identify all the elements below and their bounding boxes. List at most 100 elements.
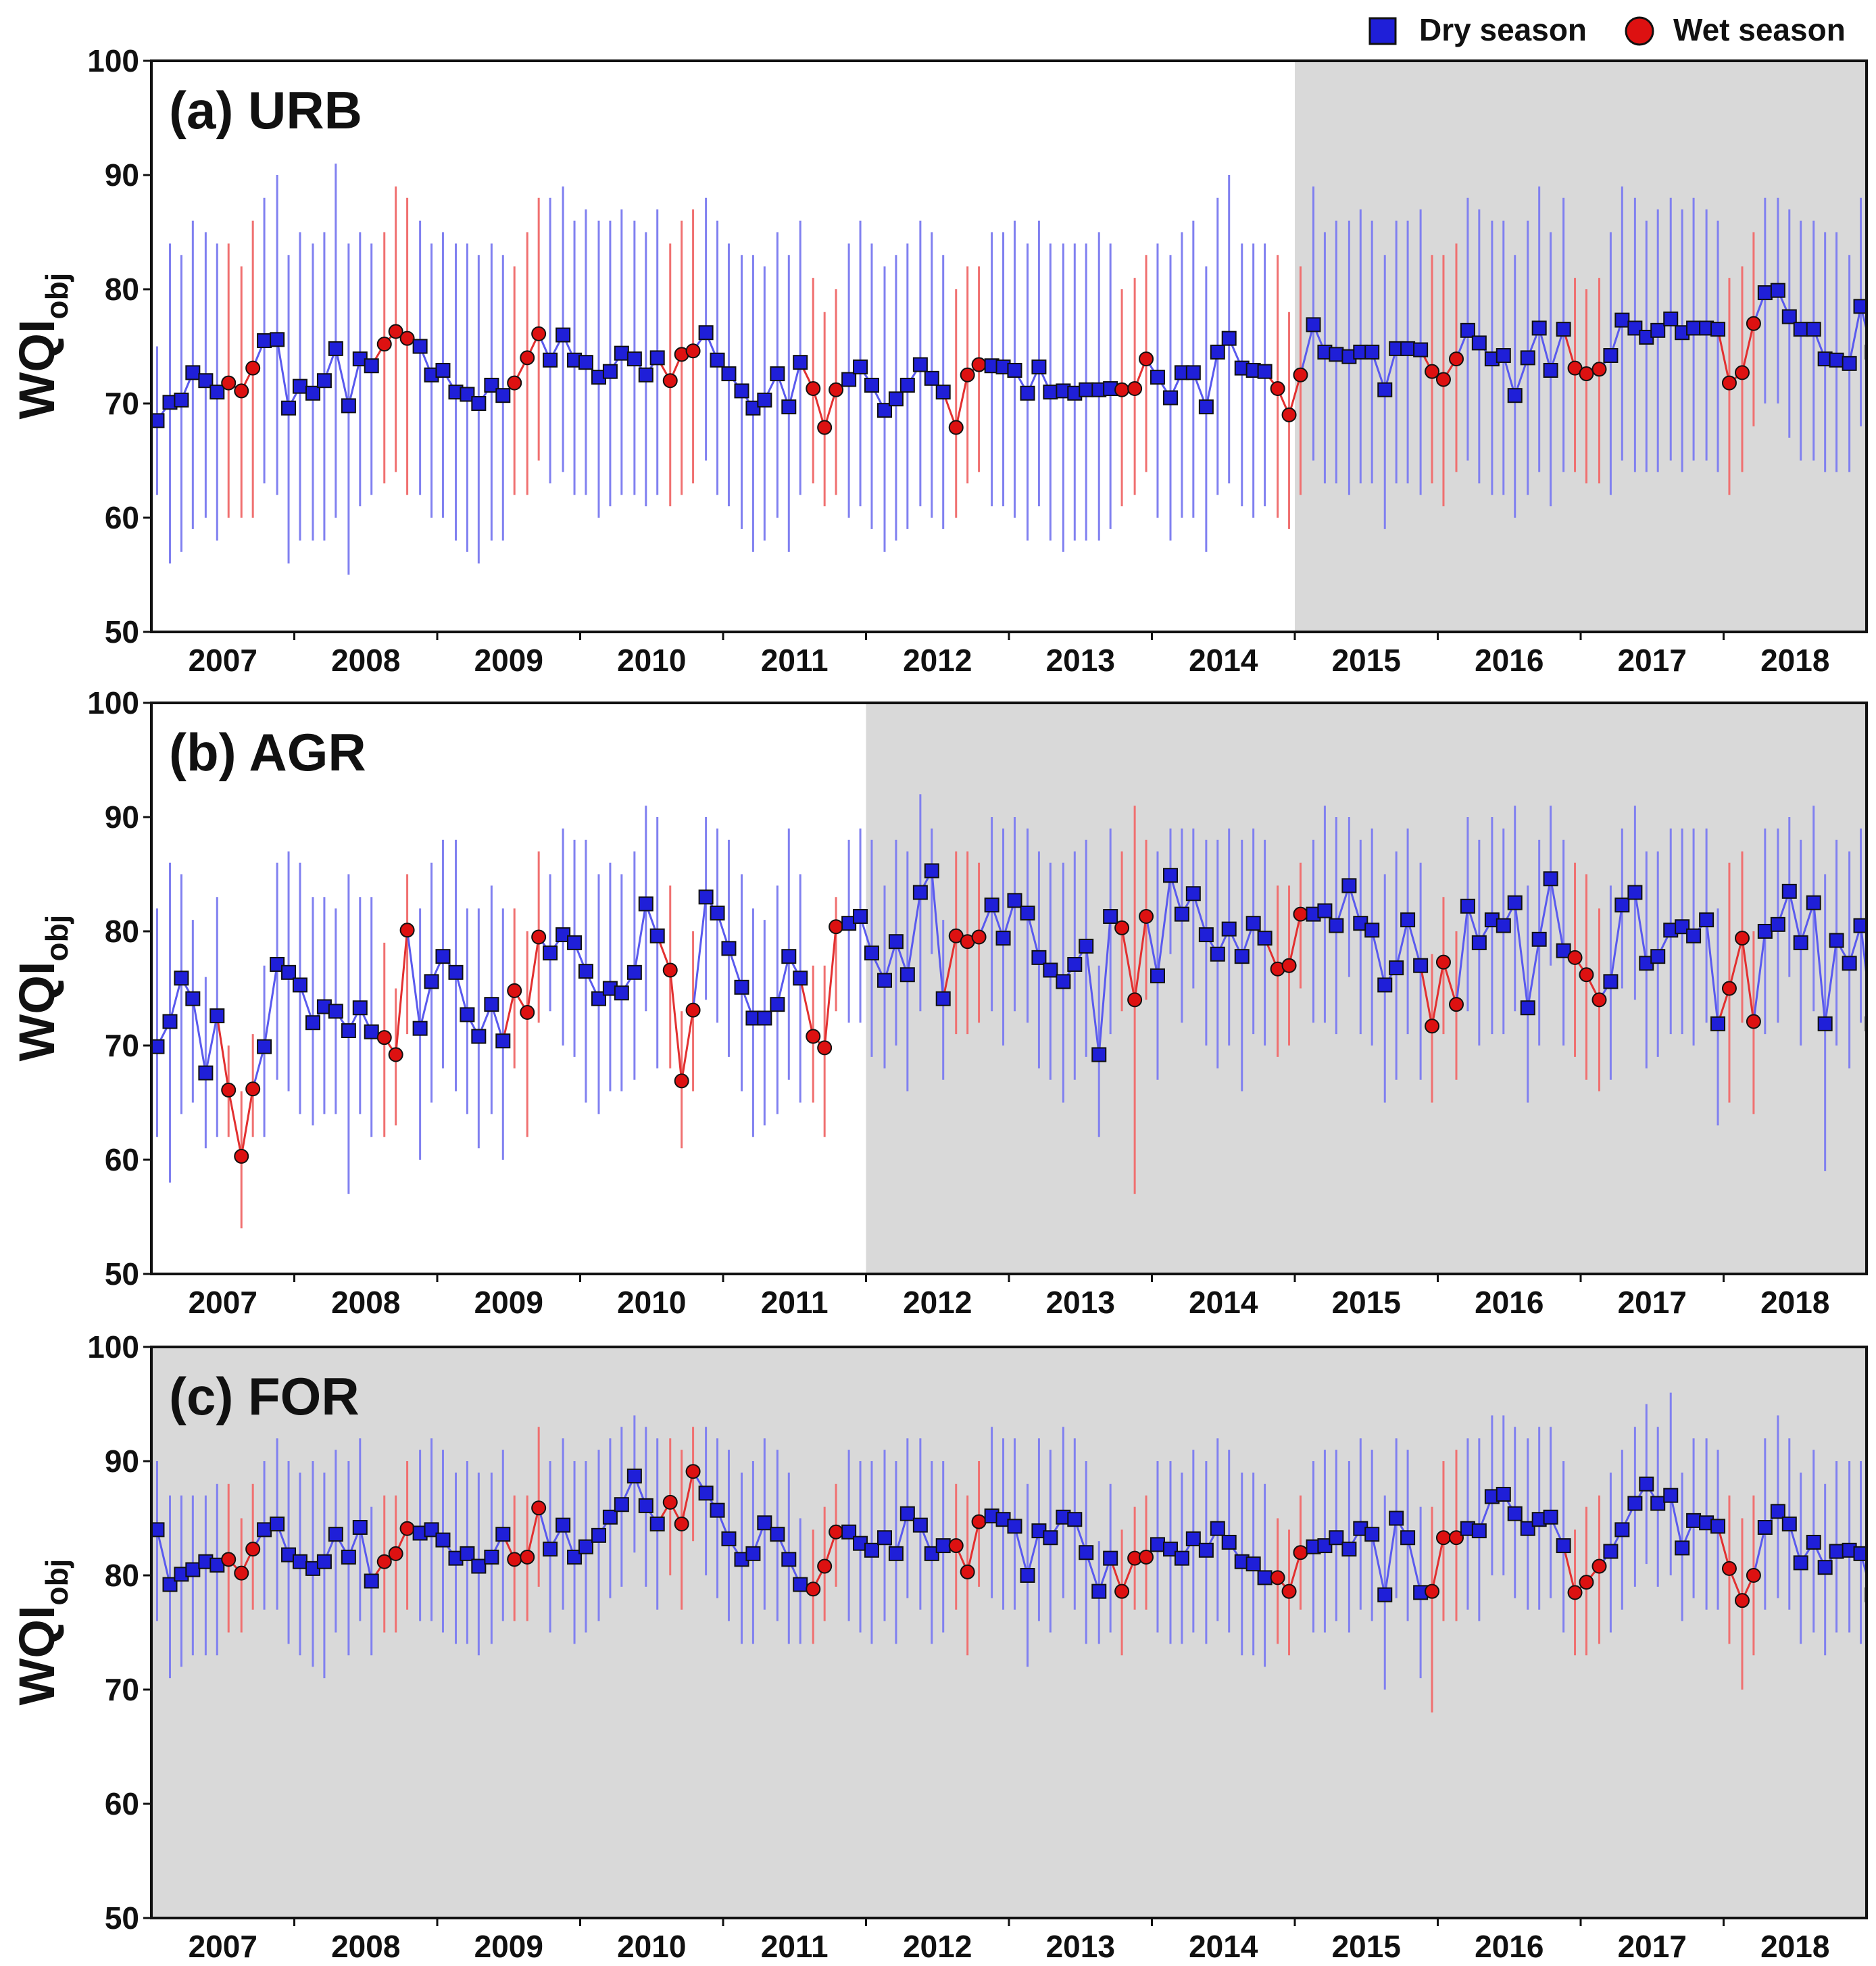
dry-season-point — [984, 898, 999, 913]
dry-season-point — [1460, 322, 1475, 338]
series-line-segment — [681, 1010, 695, 1081]
dry-season-point — [710, 905, 725, 920]
dry-season-point — [710, 352, 725, 368]
series-line-segment — [823, 927, 837, 1048]
dry-season-point — [877, 1530, 892, 1546]
dry-season-point — [1531, 931, 1547, 947]
wet-season-point — [1270, 381, 1285, 397]
wet-season-point — [531, 1500, 547, 1516]
wet-season-point — [1114, 382, 1130, 397]
dry-season-point — [471, 1558, 487, 1574]
dry-season-point — [364, 1024, 379, 1039]
x-tick-label: 2013 — [1046, 643, 1115, 678]
dry-season-point — [1627, 1496, 1643, 1511]
panel-agr-axes: 50 60 70 80 90 100 2007 2008 2009 2010 2011 2012 201… — [87, 685, 1829, 1320]
dry-season-point — [305, 385, 320, 401]
wet-season-point — [1425, 1583, 1440, 1599]
dry-season-point — [495, 1527, 511, 1542]
dry-season-point — [435, 949, 451, 964]
series-line-segment — [1383, 1518, 1398, 1595]
wet-season-point — [1114, 1583, 1130, 1599]
dry-season-point — [1020, 905, 1035, 920]
panel-urb-axes: 50 60 70 80 90 100 2007 2008 2009 2010 2011 2012 201… — [87, 43, 1829, 678]
dry-season-point — [1150, 370, 1165, 385]
wet-season-point — [829, 382, 844, 397]
series-line-segment — [1205, 351, 1219, 408]
legend-dry-marker — [1368, 17, 1397, 45]
x-tick-label: 2018 — [1760, 1929, 1829, 1964]
dry-season-point — [567, 935, 583, 950]
wet-season-point — [674, 1073, 689, 1089]
dry-season-point — [1079, 1545, 1094, 1560]
wet-season-point — [971, 1514, 987, 1529]
dry-season-point — [1020, 385, 1035, 401]
panel-agr-ylabel: WQIobj — [9, 915, 74, 1062]
x-tick-label: 2007 — [189, 1285, 257, 1320]
dry-season-point — [1210, 1521, 1225, 1536]
panel-agr-title: (b) AGR — [169, 722, 366, 782]
dry-season-point — [435, 1532, 451, 1548]
dry-season-point — [270, 957, 285, 973]
series-line-segment — [1741, 323, 1755, 373]
y-tick-label: 70 — [105, 386, 139, 421]
y-tick-label: 80 — [105, 914, 139, 949]
series-line-segment — [669, 970, 683, 1081]
dry-season-point — [1556, 1538, 1571, 1554]
series-line-segment — [1788, 891, 1802, 943]
dry-season-point — [1817, 1016, 1833, 1031]
dry-season-point — [1174, 906, 1189, 922]
dry-season-point — [1603, 348, 1619, 364]
wet-season-point — [1734, 365, 1750, 380]
wet-season-point — [221, 375, 237, 391]
dry-season-point — [1067, 1512, 1083, 1527]
dry-season-point — [1043, 962, 1058, 978]
panel-for-ylabel-main: WQI — [9, 1606, 65, 1706]
series-line-segment — [1120, 927, 1136, 1000]
dry-season-point — [721, 941, 737, 956]
series-line-segment — [1872, 352, 1876, 372]
dry-season-point — [257, 333, 272, 349]
dry-season-point — [1162, 868, 1178, 883]
dry-season-point — [995, 931, 1011, 946]
dry-season-point — [556, 327, 571, 343]
series-line-segment — [347, 358, 362, 406]
dry-season-point — [1496, 1487, 1511, 1502]
dry-season-point — [1699, 912, 1714, 928]
x-tick-label: 2009 — [474, 1929, 543, 1964]
dry-season-point — [1686, 928, 1702, 943]
series-line-segment — [191, 998, 207, 1073]
panel-agr-data — [151, 794, 1867, 1229]
dry-season-point — [1400, 1530, 1416, 1546]
dry-season-point — [757, 392, 772, 408]
dry-season-point — [341, 1549, 356, 1565]
dry-season-point — [198, 373, 214, 389]
wet-season-point — [1139, 909, 1154, 925]
dry-season-point — [924, 1546, 939, 1561]
wet-season-point — [1591, 992, 1607, 1008]
dry-season-point — [1400, 912, 1416, 928]
series-line-segment — [526, 937, 540, 1013]
dry-season-point — [1675, 1540, 1690, 1556]
dry-season-point — [448, 964, 464, 980]
dry-season-point — [1781, 309, 1797, 324]
dry-season-point — [1757, 285, 1773, 301]
wet-season-point — [399, 1521, 415, 1536]
dry-season-point — [1245, 1556, 1261, 1572]
dry-season-point — [888, 391, 904, 407]
dry-season-point — [1710, 322, 1726, 337]
x-tick-label: 2010 — [617, 643, 686, 678]
series-line-segment — [1872, 1595, 1876, 1597]
series-line-segment — [931, 870, 945, 999]
wet-season-point — [234, 1148, 249, 1164]
dry-season-point — [484, 377, 499, 393]
x-tick-label: 2012 — [903, 1929, 972, 1964]
dry-season-point — [591, 1527, 606, 1543]
series-line-segment — [1527, 939, 1541, 1008]
wet-season-point — [948, 1538, 964, 1554]
dry-season-point — [292, 977, 307, 993]
dry-season-point — [1245, 916, 1261, 931]
dry-season-point — [1853, 918, 1867, 933]
wet-season-point — [1139, 351, 1154, 367]
dry-season-point — [1364, 344, 1380, 360]
dry-season-point — [1317, 1538, 1333, 1554]
